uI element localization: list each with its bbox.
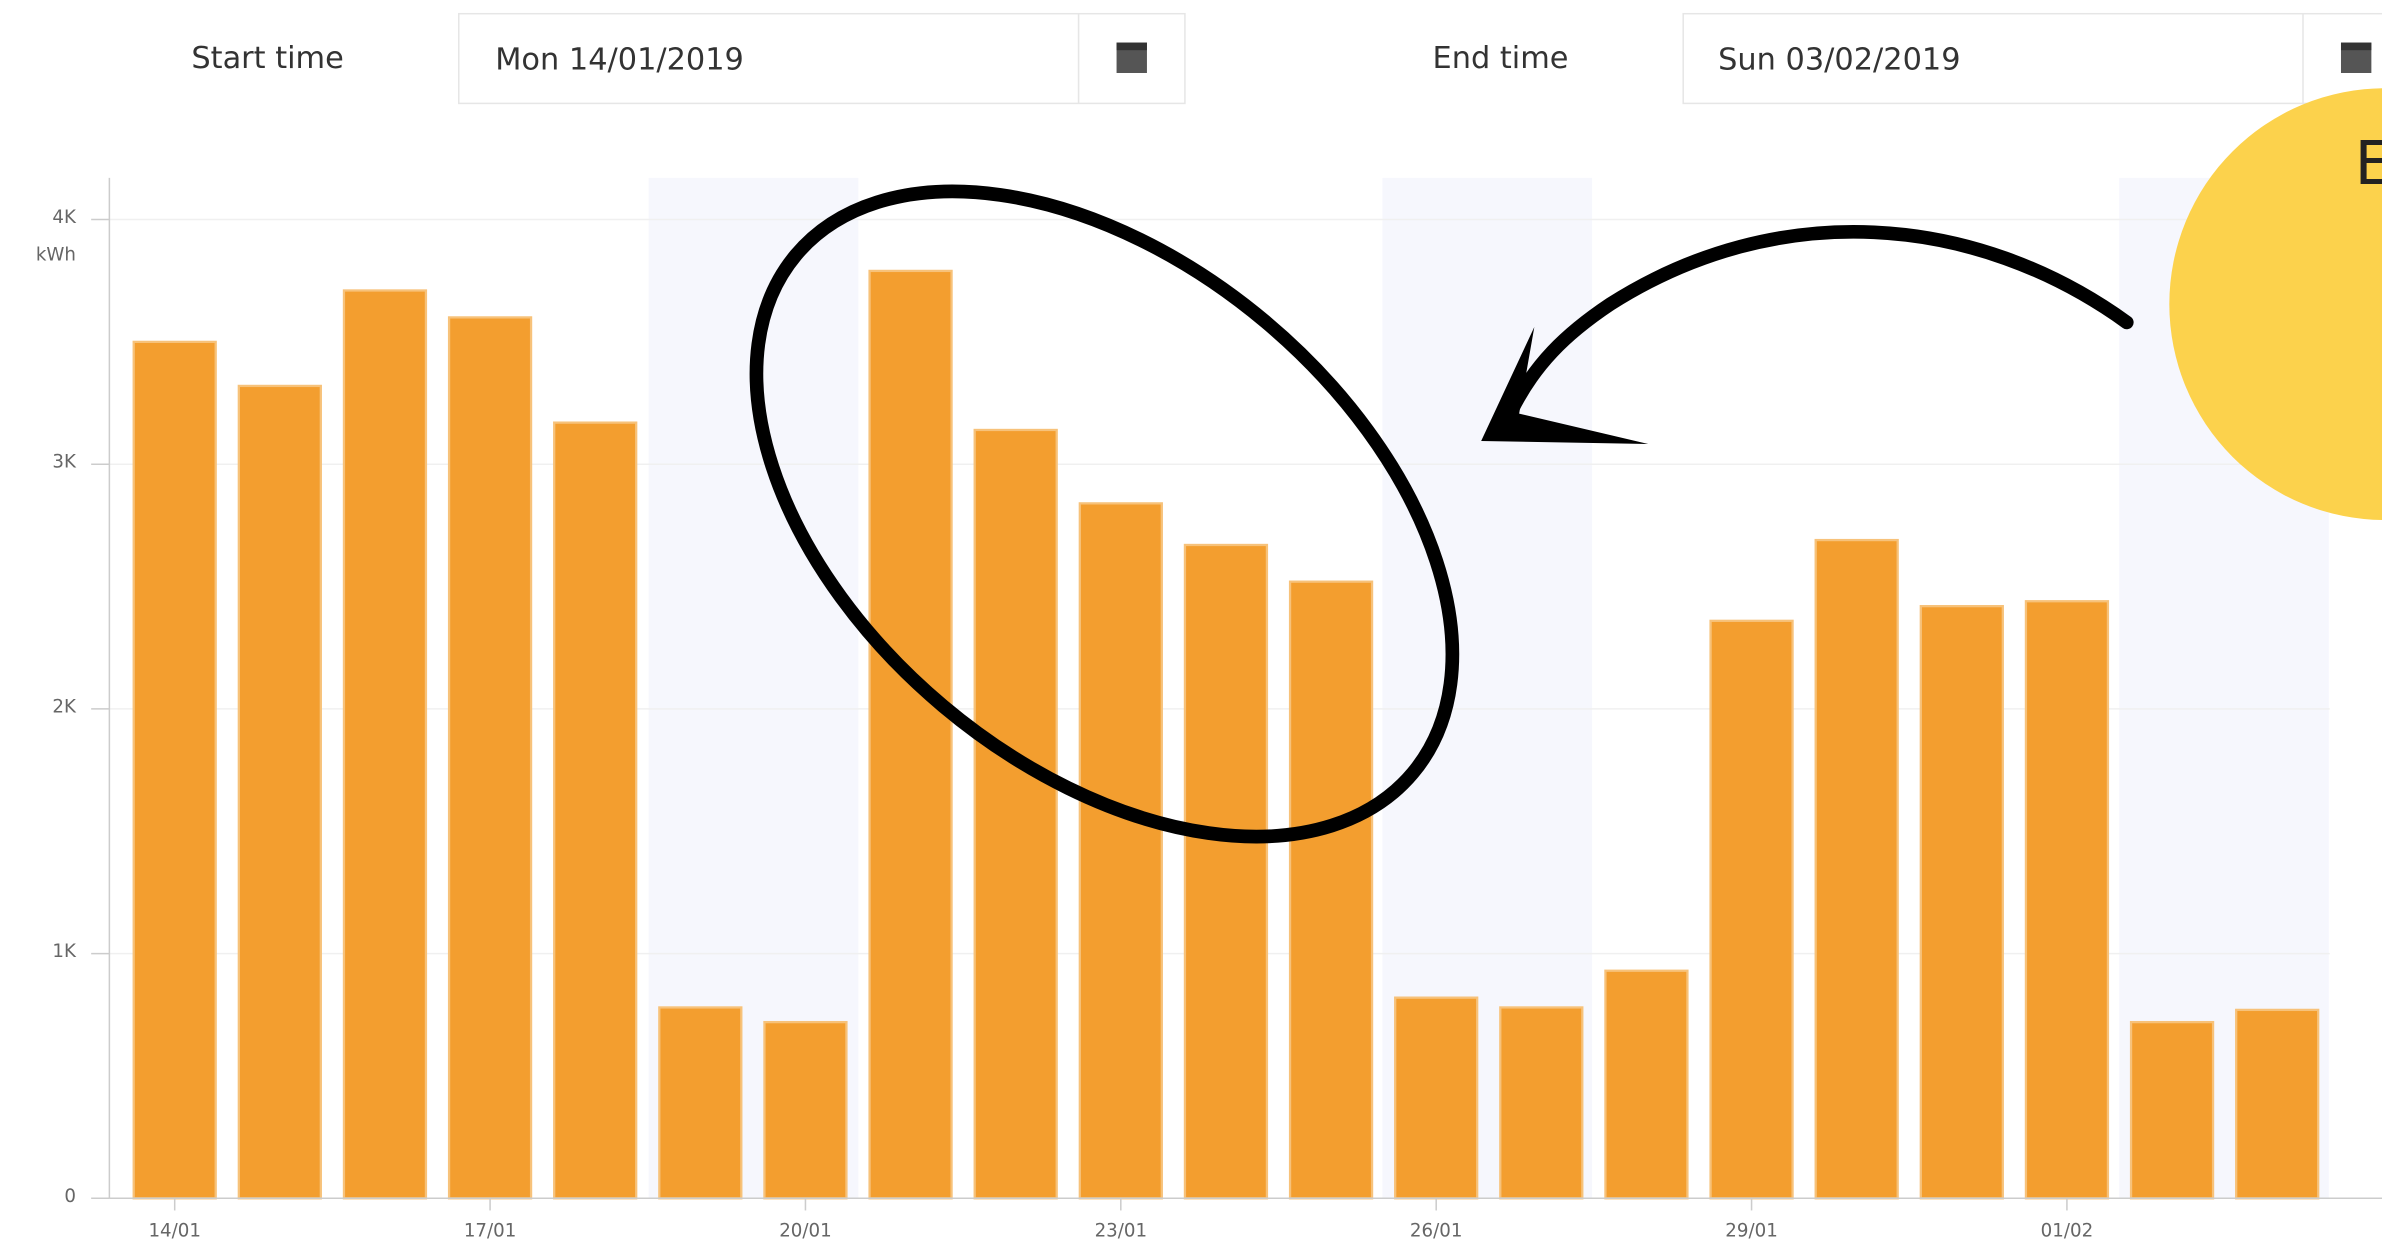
end-label: End time — [1433, 41, 1569, 76]
start-value: Mon 14/01/2019 — [495, 42, 744, 77]
x-tick-label: 14/01 — [148, 1221, 200, 1242]
bar — [1919, 604, 2004, 1200]
end-value: Sun 03/02/2019 — [1718, 42, 1960, 77]
bar — [868, 269, 953, 1200]
highlight-ellipse — [749, 184, 1460, 844]
bar — [973, 428, 1058, 1200]
bar — [237, 384, 322, 1200]
bar — [2235, 1008, 2320, 1200]
calendar-icon[interactable] — [1116, 42, 1147, 73]
bar — [658, 1006, 743, 1200]
x-tick-label: 23/01 — [1095, 1221, 1147, 1242]
bar — [1604, 969, 1689, 1200]
bar — [1183, 543, 1269, 1200]
plot — [109, 218, 2330, 1200]
bar — [1814, 538, 1899, 1200]
y-tick-label: 1K — [52, 941, 77, 962]
bar — [1078, 502, 1163, 1200]
bar — [1394, 996, 1479, 1200]
callout-bubble — [2169, 88, 2382, 521]
x-tick-label: 17/01 — [464, 1221, 516, 1242]
bar — [1288, 580, 1374, 1200]
y-tick-label: 4K — [52, 207, 77, 228]
x-tick-label: 26/01 — [1410, 1221, 1462, 1242]
bar — [342, 289, 428, 1200]
bar — [1709, 619, 1794, 1200]
bar — [2024, 600, 2110, 1200]
x-tick-label: 29/01 — [1725, 1221, 1777, 1242]
bar — [132, 340, 217, 1200]
y-tick-label: 3K — [52, 452, 77, 473]
bar — [2129, 1020, 2215, 1200]
arrowhead — [1481, 326, 1649, 445]
bar — [553, 421, 638, 1200]
end-input[interactable] — [1682, 12, 2382, 105]
start-label: Start time — [191, 41, 343, 76]
bar — [447, 316, 533, 1200]
callout-text: E — [2355, 129, 2382, 199]
bar — [1499, 1006, 1584, 1200]
unit-label: kWh — [36, 244, 76, 265]
calendar-icon[interactable] — [2340, 42, 2372, 73]
arrow — [1504, 225, 2134, 418]
bar — [763, 1020, 848, 1200]
start-input[interactable] — [458, 12, 1186, 105]
x-tick-label: 20/01 — [779, 1221, 831, 1242]
y-tick-label: 0 — [64, 1186, 76, 1207]
x-tick-label: 01/02 — [2041, 1221, 2093, 1242]
y-tick-label: 2K — [52, 696, 77, 717]
